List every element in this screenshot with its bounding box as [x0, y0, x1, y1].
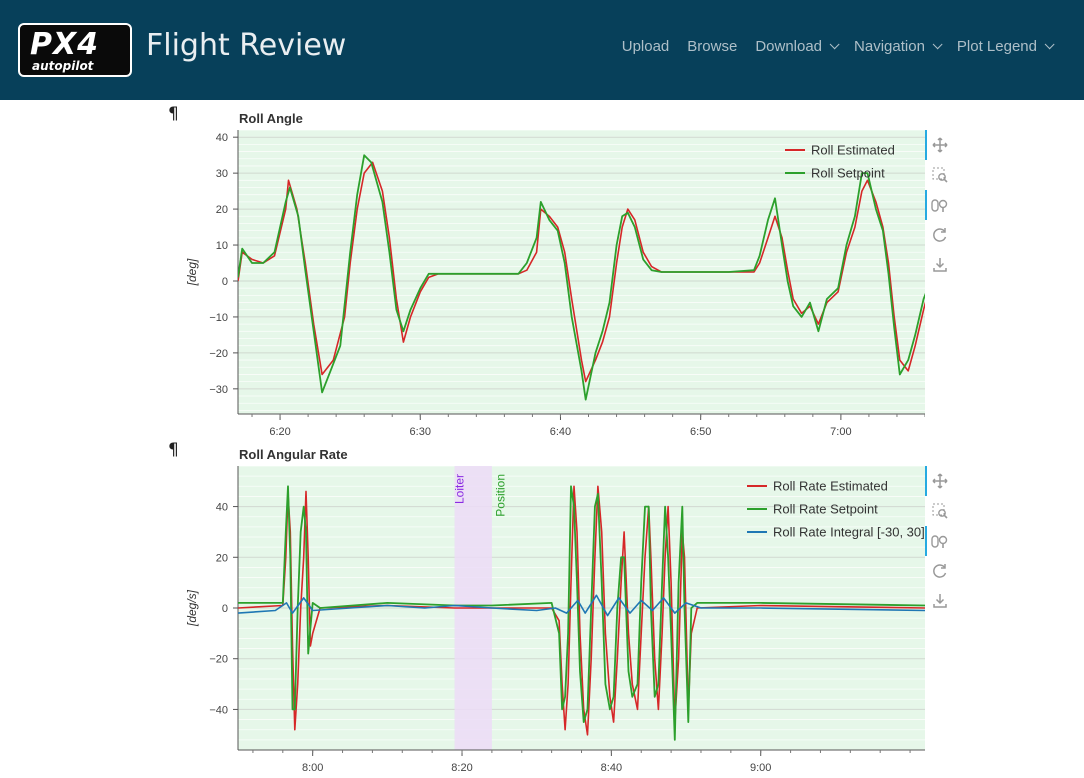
- app-title[interactable]: Flight Review: [146, 28, 347, 63]
- y-tick-label: 0: [222, 603, 228, 615]
- y-axis-label: [deg]: [185, 258, 199, 286]
- logo-text: PX4: [30, 27, 99, 62]
- plot-anchor-link[interactable]: ¶: [168, 104, 179, 124]
- series-line-2: [238, 594, 925, 617]
- chevron-down-icon: [829, 39, 840, 50]
- mode-annotation: Loiter: [452, 474, 466, 504]
- y-tick-label: −10: [209, 312, 228, 324]
- y-tick-label: 40: [216, 502, 228, 514]
- y-tick-label: −20: [209, 348, 228, 360]
- y-tick-label: −40: [209, 704, 228, 716]
- y-axis-label: [deg/s]: [185, 589, 199, 627]
- legend-label: Roll Estimated: [811, 143, 895, 158]
- nav-navigation[interactable]: Navigation: [845, 38, 948, 55]
- pan-tool[interactable]: [925, 130, 955, 160]
- series-line-1: [238, 485, 925, 741]
- chevron-down-icon: [1044, 39, 1055, 50]
- y-tick-label: 20: [216, 552, 228, 564]
- x-tick-label: 8:20: [451, 762, 472, 774]
- x-tick-label: 7:00: [830, 426, 851, 438]
- roll-angular-rate-plot[interactable]: −40 −20 0 20 40 8:00 8:20 8:40 9:00 [deg/s] Loiter…: [180, 461, 925, 778]
- nav-download[interactable]: Download: [746, 38, 845, 55]
- legend-label: Roll Rate Estimated: [773, 479, 888, 494]
- legend-label: Roll Rate Setpoint: [773, 502, 878, 517]
- wheel-zoom-tool[interactable]: [925, 526, 955, 556]
- series-line-0: [238, 161, 925, 383]
- y-tick-label: 0: [222, 276, 228, 288]
- y-tick-label: −30: [209, 384, 228, 396]
- x-tick-label: 8:00: [302, 762, 323, 774]
- save-tool[interactable]: [925, 586, 955, 616]
- box-zoom-tool[interactable]: [925, 496, 955, 526]
- y-tick-label: 30: [216, 168, 228, 180]
- y-tick-label: 10: [216, 240, 228, 252]
- reset-icon: [933, 228, 947, 242]
- save-icon: [933, 594, 947, 608]
- reset-icon: [933, 564, 947, 578]
- navbar: PX4 autopilot Flight Review Upload Brows…: [0, 0, 1084, 100]
- pan-icon: [932, 137, 948, 153]
- plot-toolbar: [925, 130, 955, 280]
- y-tick-label: 20: [216, 204, 228, 216]
- save-tool[interactable]: [925, 250, 955, 280]
- legend-label: Roll Setpoint: [811, 166, 885, 181]
- logo-subtext: autopilot: [32, 59, 94, 73]
- wheel-zoom-icon: [931, 535, 948, 548]
- mode-annotation: Position: [493, 474, 507, 517]
- box-zoom-icon: [932, 503, 948, 519]
- pan-tool[interactable]: [925, 466, 955, 496]
- x-tick-label: 6:50: [690, 426, 711, 438]
- reset-tool[interactable]: [925, 220, 955, 250]
- nav-menu: Upload Browse Download Navigation Plot L…: [613, 38, 1060, 55]
- nav-upload[interactable]: Upload: [621, 38, 670, 55]
- x-tick-label: 6:30: [410, 426, 431, 438]
- x-tick-label: 9:00: [750, 762, 771, 774]
- pan-icon: [932, 473, 948, 489]
- nav-plot-legend[interactable]: Plot Legend: [948, 38, 1060, 55]
- plot-toolbar: [925, 466, 955, 616]
- box-zoom-tool[interactable]: [925, 160, 955, 190]
- x-tick-label: 6:40: [550, 426, 571, 438]
- box-zoom-icon: [932, 167, 948, 183]
- series-line-0: [238, 485, 925, 736]
- px4-logo[interactable]: PX4 autopilot: [18, 23, 132, 77]
- plot-title: Roll Angular Rate: [239, 447, 348, 462]
- legend-label: Roll Rate Integral [-30, 30]: [773, 525, 925, 540]
- wheel-zoom-tool[interactable]: [925, 190, 955, 220]
- x-tick-label: 8:40: [601, 762, 622, 774]
- roll-angle-plot[interactable]: −30 −20 −10 0 10 20 30 40 6:20 6:30 6:40 6:50 7:00 [d…: [180, 125, 925, 443]
- chevron-down-icon: [932, 39, 943, 50]
- y-tick-label: −20: [209, 654, 228, 666]
- nav-browse[interactable]: Browse: [687, 38, 738, 55]
- y-tick-label: 40: [216, 132, 228, 144]
- series-line-1: [238, 154, 925, 401]
- x-tick-label: 6:20: [269, 426, 290, 438]
- plot-anchor-link[interactable]: ¶: [168, 440, 179, 460]
- reset-tool[interactable]: [925, 556, 955, 586]
- save-icon: [933, 258, 947, 272]
- wheel-zoom-icon: [931, 199, 948, 212]
- plot-title: Roll Angle: [239, 111, 303, 126]
